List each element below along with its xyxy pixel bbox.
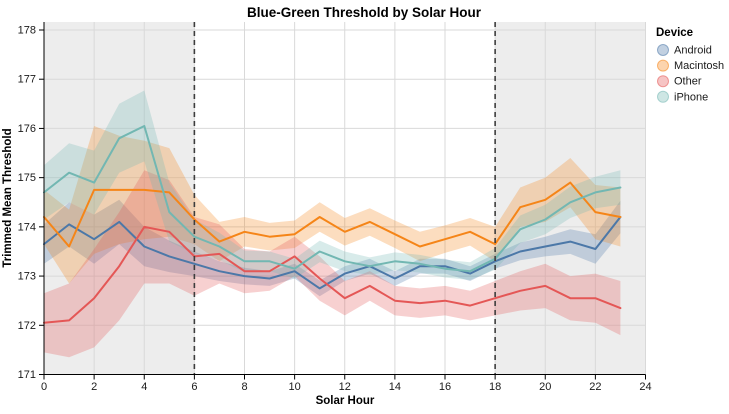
night-region: [495, 22, 646, 375]
x-tick-label: 22: [589, 381, 601, 393]
y-tick-label: 177: [18, 74, 36, 86]
x-tick-label: 14: [389, 381, 401, 393]
y-axis-title: Trimmed Mean Threshold: [2, 128, 14, 267]
series-band-other: [44, 170, 621, 358]
legend-label-macintosh: Macintosh: [674, 60, 724, 72]
y-tick-label: 172: [18, 320, 36, 332]
series-band-macintosh: [44, 126, 621, 284]
legend-swatch-macintosh: [657, 59, 669, 72]
legend-swatch-iphone: [657, 90, 669, 103]
y-tick-label: 175: [18, 172, 36, 184]
x-tick-label: 0: [41, 381, 47, 393]
x-tick-label: 4: [141, 381, 147, 393]
night-region: [44, 22, 195, 375]
y-tick-label: 171: [18, 369, 36, 381]
y-tick-label: 176: [18, 123, 36, 135]
legend-swatch-android: [657, 44, 669, 56]
series-band-android: [44, 199, 621, 297]
series-band-iphone: [44, 90, 621, 280]
x-tick-label: 16: [439, 381, 451, 393]
x-tick-label: 24: [639, 381, 651, 393]
x-tick-label: 10: [289, 381, 301, 393]
legend-label-iphone: iPhone: [674, 91, 708, 103]
series-line-android: [43, 216, 622, 290]
legend-label-android: Android: [674, 45, 712, 57]
x-tick-label: 2: [91, 381, 97, 393]
y-tick-label: 173: [18, 271, 36, 283]
x-tick-label: 20: [539, 381, 551, 393]
y-tick-label: 174: [18, 221, 36, 233]
chart-title: Blue-Green Threshold by Solar Hour: [247, 5, 482, 20]
legend-label-other: Other: [674, 76, 702, 88]
legend-title: Device: [656, 27, 693, 39]
y-tick-label: 178: [18, 25, 36, 37]
legend: Device Android Macintosh Other iPhone: [656, 27, 724, 103]
legend-swatch-other: [657, 75, 669, 88]
series-line-other: [43, 225, 622, 324]
series-line-iphone: [43, 125, 622, 273]
x-tick-label: 18: [489, 381, 501, 393]
x-tick-label: 6: [191, 381, 197, 393]
x-axis-title: Solar Hour: [316, 395, 375, 407]
series-line-macintosh: [43, 181, 622, 248]
x-tick-label: 12: [339, 381, 351, 393]
x-tick-label: 8: [241, 381, 247, 393]
